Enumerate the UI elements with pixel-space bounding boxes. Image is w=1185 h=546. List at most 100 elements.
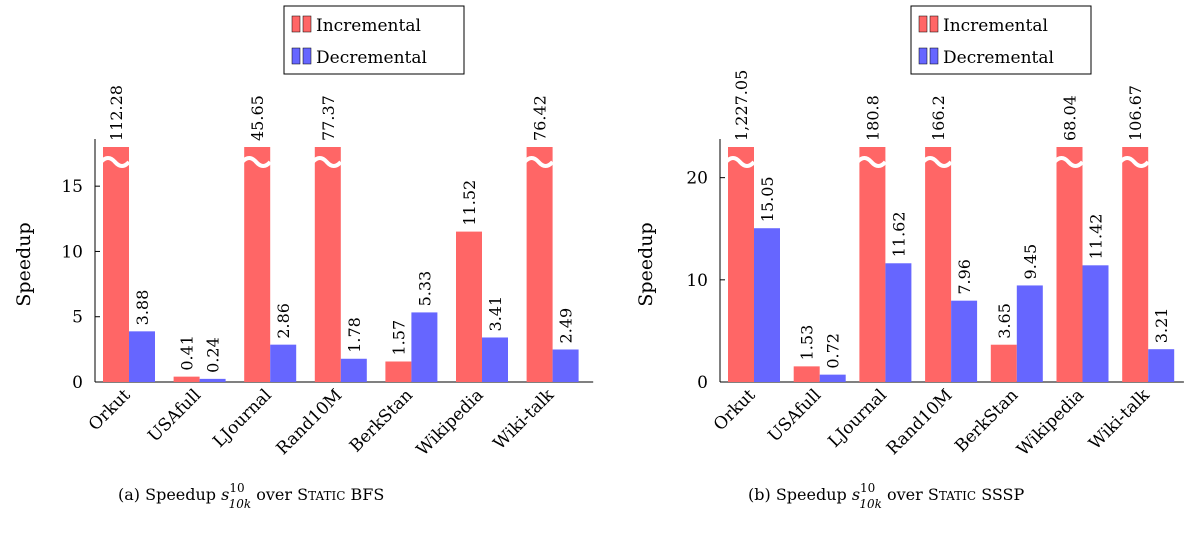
data-label: 3.88 <box>133 290 152 326</box>
legend-swatch <box>291 15 301 33</box>
y-tick-label: 0 <box>697 373 708 393</box>
data-label: 112.28 <box>107 85 126 141</box>
data-label: 180.8 <box>863 95 882 141</box>
x-tick-label: Orkut <box>85 385 135 435</box>
y-tick-label: 10 <box>61 242 83 262</box>
data-label: 0.24 <box>204 337 223 373</box>
caption-middle: over <box>882 485 928 504</box>
data-label: 77.37 <box>319 95 338 141</box>
incremental-bar <box>526 147 553 382</box>
x-tick-label: Wikipedia <box>1013 385 1088 460</box>
legend: Incremental Decremental <box>283 5 465 75</box>
incremental-bar <box>990 344 1017 382</box>
caption-smallcaps-first: S <box>297 485 308 504</box>
x-tick-label: LJournal <box>825 385 891 451</box>
legend-label: Decremental <box>316 48 427 68</box>
x-tick-label: Orkut <box>710 385 760 435</box>
caption-middle: over <box>251 485 297 504</box>
axis-break-mark <box>311 156 343 168</box>
data-label: 76.42 <box>531 95 550 141</box>
x-tick-label: Wiki-talk <box>490 385 559 454</box>
caption-smallcaps-rest: TATIC <box>308 489 345 503</box>
data-label: 3.65 <box>995 303 1014 339</box>
data-label: 45.65 <box>248 95 267 141</box>
chart-a: 0 5 10 15 Speedup 112.28 3.88 Orkut 0.41 0.24 USAf… <box>13 5 594 511</box>
legend-swatch <box>918 15 928 33</box>
caption-sup: 10 <box>860 481 875 495</box>
incremental-bar <box>314 147 341 382</box>
caption-smallcaps-rest: TATIC <box>939 489 976 503</box>
data-label: 3.21 <box>1152 308 1171 344</box>
data-label: 11.42 <box>1087 214 1106 260</box>
x-tick-label: BerkStan <box>346 385 417 456</box>
data-label: 166.2 <box>929 95 948 141</box>
data-label: 2.49 <box>557 308 576 344</box>
data-label: 9.45 <box>1021 244 1040 280</box>
axis-break-mark <box>1052 156 1085 168</box>
legend-label: Incremental <box>943 16 1048 36</box>
decremental-bar <box>552 349 579 382</box>
legend-swatch <box>302 15 312 33</box>
decremental-bar <box>411 312 438 382</box>
legend-box <box>910 5 1092 75</box>
data-label: 106.67 <box>1126 85 1145 141</box>
caption-smallcaps-first: S <box>928 485 939 504</box>
caption: (b) Speedup s10 10k over STATIC SSSP <box>748 481 1025 511</box>
data-label: 11.62 <box>889 211 908 257</box>
caption-prefix: (a) Speedup <box>118 485 221 504</box>
data-label: 0.41 <box>178 335 197 371</box>
y-axis-label: Speedup <box>635 222 657 306</box>
x-tick-label: USAfull <box>764 385 825 446</box>
legend-label: Decremental <box>943 48 1054 68</box>
incremental-bar <box>385 361 412 382</box>
x-tick-label: Wikipedia <box>413 385 488 460</box>
decremental-bar <box>1082 265 1109 382</box>
decremental-bar <box>754 228 780 382</box>
legend-swatch <box>291 47 301 65</box>
legend-swatch <box>302 47 312 65</box>
caption: (a) Speedup s10 10k over STATIC BFS <box>118 481 384 511</box>
legend-box <box>283 5 465 75</box>
caption-sup: 10 <box>229 481 244 495</box>
decremental-bar <box>819 374 846 382</box>
incremental-bar <box>1122 147 1149 382</box>
data-label: 68.04 <box>1061 95 1080 141</box>
axis-break-mark <box>855 156 887 168</box>
legend: Incremental Decremental <box>910 5 1092 75</box>
caption-symbol: s <box>852 485 860 504</box>
data-label: 11.52 <box>460 180 479 226</box>
y-tick-label: 0 <box>72 373 83 393</box>
axis-break-mark <box>523 156 555 168</box>
x-tick-label: USAfull <box>144 385 205 446</box>
data-label: 1,227.05 <box>732 70 751 141</box>
decremental-bar <box>129 331 155 382</box>
x-tick-label: LJournal <box>209 385 275 451</box>
incremental-bar <box>925 147 952 382</box>
incremental-bar <box>793 366 820 382</box>
data-label: 5.33 <box>415 271 434 307</box>
y-tick-label: 15 <box>61 177 83 197</box>
caption-symbol: s <box>221 485 229 504</box>
caption-sub: 10k <box>229 497 252 511</box>
data-label: 1.78 <box>345 317 364 353</box>
axis-break-mark <box>921 156 953 168</box>
axis-break-mark <box>724 156 756 168</box>
decremental-bar <box>270 344 297 382</box>
caption-prefix: (b) Speedup <box>748 485 852 504</box>
axis-break-mark <box>1118 156 1150 168</box>
legend-swatch <box>929 15 939 33</box>
incremental-bar <box>173 376 200 382</box>
decremental-bar <box>1148 349 1175 382</box>
y-tick-label: 5 <box>72 308 83 328</box>
data-label: 0.72 <box>824 333 843 369</box>
data-label: 7.96 <box>955 259 974 295</box>
decremental-bar <box>340 358 367 382</box>
data-label: 1.57 <box>389 320 408 356</box>
incremental-bar <box>103 147 129 382</box>
x-tick-label: Wiki-talk <box>1085 385 1154 454</box>
axis-break-mark <box>99 156 131 168</box>
caption-suffix: SSSP <box>976 485 1024 504</box>
incremental-bar <box>859 147 886 382</box>
incremental-bar <box>1056 147 1083 382</box>
